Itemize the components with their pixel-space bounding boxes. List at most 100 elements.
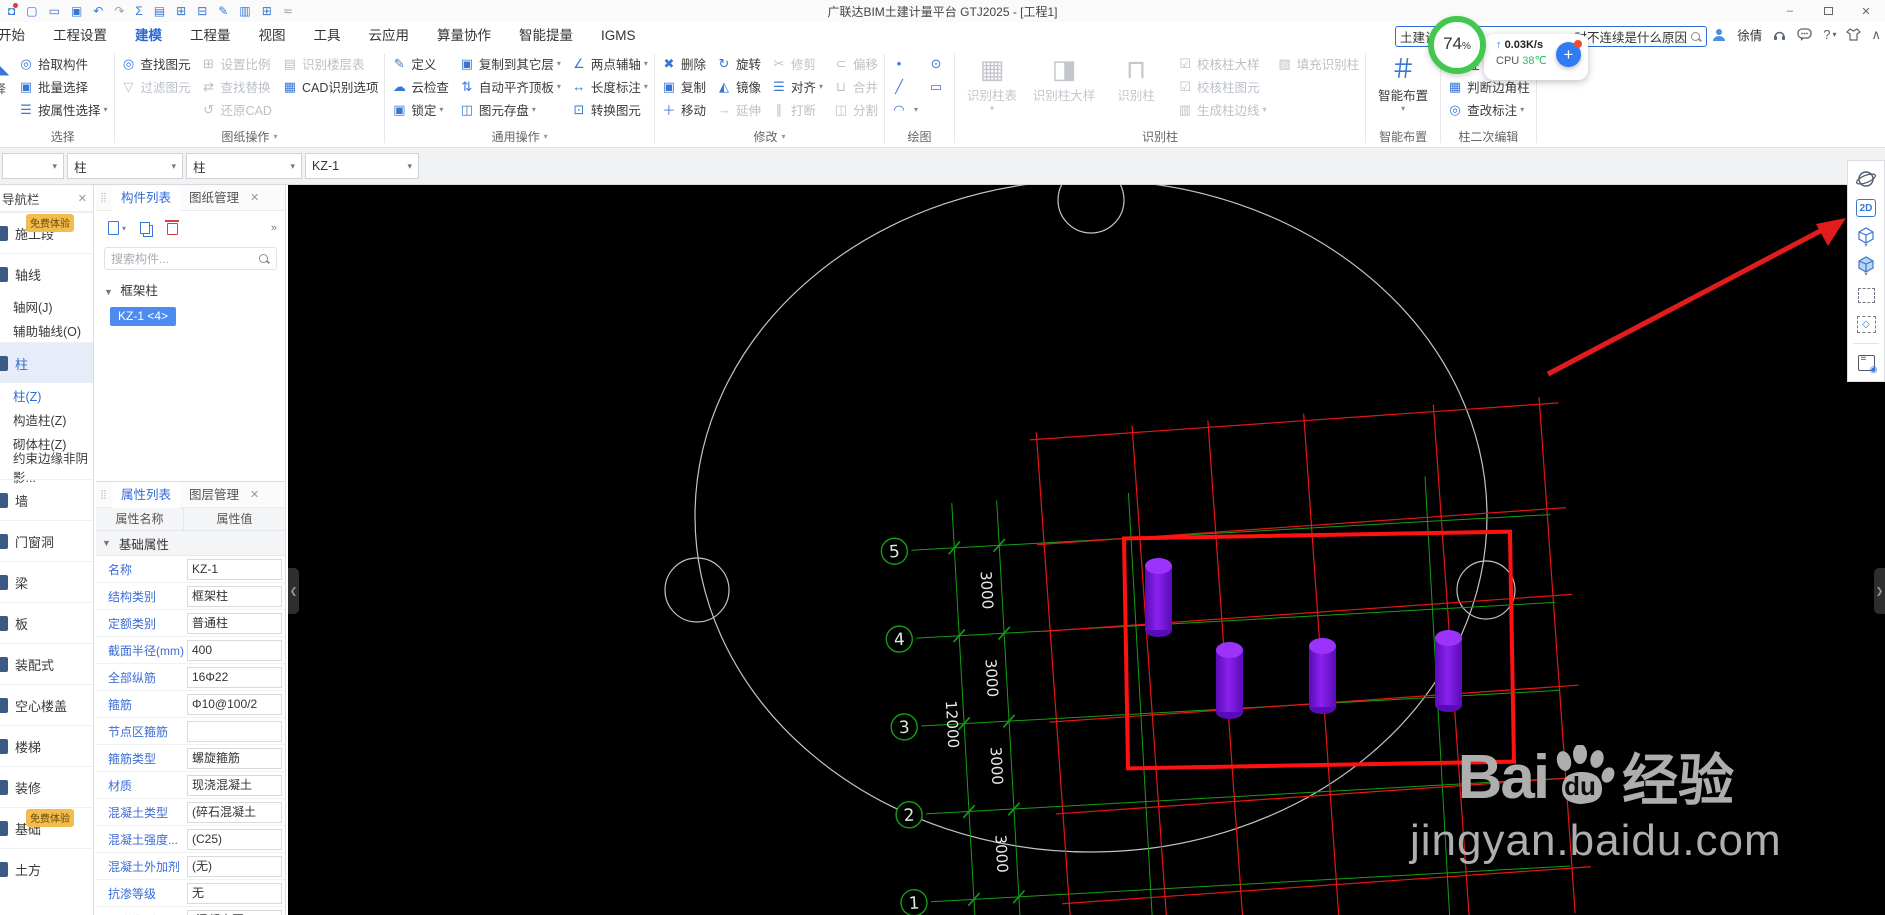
more-button[interactable]: » (270, 222, 277, 234)
nav-item-砌体柱(Z)[interactable]: 砌体柱(Z) (13, 437, 67, 452)
ribbon-button[interactable]: ◭ 镜像 (718, 78, 761, 96)
menu-tab-云应用[interactable]: 云应用 (368, 28, 410, 43)
property-value[interactable]: 普通柱 (187, 612, 282, 634)
ribbon-button[interactable]: ＋移动 (662, 103, 706, 118)
ribbon-button[interactable]: ⇅ 自动平齐顶板 ▾ (461, 78, 561, 96)
menu-tab-工程设置[interactable]: 工程设置 (53, 28, 107, 43)
collapse-right-panel-handle[interactable]: ❯ (1874, 568, 1885, 614)
system-monitor-widget[interactable]: ↑ 0.03K/s CPU 38℃ 74% + (1428, 16, 1588, 88)
property-value[interactable]: 螺旋箍筋 (187, 747, 282, 769)
maximize-button[interactable] (1809, 0, 1847, 22)
ribbon-button[interactable]: ◎ 查改标注 ▾ (1449, 101, 1525, 119)
theme-icon[interactable] (1846, 28, 1862, 41)
tab-property-list[interactable]: 属性列表 (112, 482, 181, 508)
nav-item-梁[interactable]: 梁 (0, 561, 93, 602)
ribbon-button[interactable]: ☑ 校核柱大样 (1179, 55, 1260, 73)
section-box-icon[interactable]: ◇ (1854, 312, 1878, 336)
selector-dropdown-1[interactable]: 柱 ▾ (67, 153, 183, 179)
property-value[interactable]: 现浇混凝土 (187, 774, 282, 796)
drag-handle[interactable]: ⣿ (100, 192, 108, 202)
quick-access-icon[interactable]: Σ (135, 4, 143, 18)
quick-access-icon[interactable]: ↷ (114, 4, 125, 18)
component-item-kz1[interactable]: KZ-1 <4> (110, 307, 177, 326)
ribbon-button[interactable]: ▦ 判断边角柱 (1448, 78, 1530, 96)
chevron-down-icon[interactable]: ▼ (104, 287, 113, 297)
ribbon-button[interactable]: ✖ 删除 (663, 55, 706, 73)
point-tool[interactable]: • (896, 56, 902, 71)
line-tool[interactable]: ╱ (895, 78, 903, 94)
nav-item-装配式[interactable]: 装配式 (0, 643, 93, 684)
nav-item-空心楼盖[interactable]: 空心楼盖 (0, 684, 93, 725)
quick-access-icon[interactable]: ⊞ (176, 4, 187, 18)
tab-layer-management[interactable]: 图层管理 (189, 487, 240, 502)
ribbon-button[interactable]: ⇄ 查找替换 (203, 78, 271, 96)
ribbon-big-button[interactable]: ◨ 识别柱大样 (1032, 54, 1096, 103)
quick-access-icon[interactable]: ⊞ (261, 4, 272, 18)
ribbon-button[interactable]: ⊞ 设置比例 (203, 55, 271, 73)
quick-access-icon[interactable]: ▣ (70, 4, 83, 18)
nav-item-轴线[interactable]: 轴线 (0, 253, 93, 294)
ribbon-button[interactable]: ▽ 过滤图元 (123, 78, 191, 96)
view-2d-icon[interactable]: 2D (1854, 196, 1878, 220)
ribbon-button[interactable]: ∥ 打断 (775, 101, 816, 119)
nav-item-基础[interactable]: 基础 免费体验 (0, 807, 93, 848)
ribbon-button[interactable]: ◎ 查找图元 (122, 55, 191, 73)
ribbon-button[interactable]: ☰ 对齐 ▾ (773, 78, 823, 96)
close-icon[interactable]: ✕ (77, 192, 87, 205)
ribbon-button[interactable]: ◫ 图元存盘 ▾ (460, 101, 536, 119)
nav-item-板[interactable]: 板 (0, 602, 93, 643)
ribbon-button[interactable]: ✂ 修剪 (773, 55, 816, 73)
property-value[interactable]: (混凝土泵) (187, 909, 282, 915)
property-value[interactable]: (碎石混凝土 (187, 801, 282, 823)
ribbon-button[interactable]: ☑ 校核柱图元 (1179, 78, 1260, 96)
nav-item-构造柱(Z)[interactable]: 构造柱(Z) (13, 413, 67, 428)
ribbon-button[interactable]: ☰ 按属性选择 ▾ (20, 101, 108, 119)
memory-percent-ring[interactable]: 74% (1428, 16, 1486, 74)
menu-tab-算量协作[interactable]: 算量协作 (437, 28, 491, 43)
quick-access-icon[interactable]: ▢ (26, 4, 38, 18)
property-value[interactable]: 无 (187, 882, 282, 904)
ribbon-button[interactable]: ☁ 云检查 (392, 78, 449, 96)
component-search-input[interactable]: 搜索构件... (104, 247, 277, 270)
ribbon-button[interactable]: ⊡ 转换图元 (573, 101, 641, 119)
menu-tab-视图[interactable]: 视图 (258, 28, 286, 43)
chat-icon[interactable] (1797, 27, 1813, 42)
menu-tab-建模[interactable]: 建模 (135, 28, 162, 43)
quick-access-icon[interactable]: ◘ (8, 3, 19, 17)
nav-item-土方[interactable]: 土方 (0, 848, 93, 889)
ribbon-button[interactable]: ↺ 还原CAD (203, 101, 272, 119)
quick-access-icon[interactable]: ✎ (218, 4, 229, 18)
nav-item-墙[interactable]: 墙 (0, 479, 93, 520)
avatar[interactable] (1711, 27, 1727, 43)
property-value[interactable]: 16Φ22 (187, 666, 282, 688)
ribbon-button[interactable]: ◎ 拾取构件 (20, 55, 89, 73)
nav-item-轴网(J)[interactable]: 轴网(J) (13, 300, 53, 315)
property-value[interactable]: (C25) (187, 828, 282, 850)
collapse-ribbon-button[interactable]: ∧ (1871, 26, 1881, 42)
ribbon-button[interactable]: ▦ CAD识别选项 (283, 78, 379, 96)
ribbon-button[interactable]: ▤ 识别楼层表 (283, 55, 365, 73)
selector-dropdown-0[interactable]: ▾ (2, 153, 64, 179)
selector-dropdown-3[interactable]: KZ-1 ▾ (305, 153, 419, 179)
ribbon-button[interactable]: ▨ 填充识别柱 (1278, 55, 1360, 73)
headset-icon[interactable] (1772, 28, 1787, 42)
boost-plus-button[interactable]: + (1556, 40, 1582, 67)
menu-tab-工程量[interactable]: 工程量 (190, 28, 231, 43)
quick-access-icon[interactable]: ▤ (153, 4, 166, 18)
quick-access-icon[interactable]: ↶ (93, 4, 104, 18)
close-icon[interactable]: ✕ (250, 192, 260, 204)
property-value[interactable]: 框架柱 (187, 585, 282, 607)
ribbon-button[interactable]: ↻ 旋转 (718, 55, 761, 73)
ribbon-big-button[interactable]: ▦ 识别柱表 ▾ (967, 54, 1018, 113)
nav-item-柱[interactable]: 柱 (0, 342, 93, 383)
selector-dropdown-2[interactable]: 柱 ▾ (186, 153, 302, 179)
ribbon-button[interactable]: ∠ 两点辅轴 ▾ (573, 55, 648, 73)
circle-tool[interactable]: ⊙ (930, 55, 942, 71)
ribbon-big-button[interactable]: ＃智能布置 ▾ (1378, 54, 1429, 113)
nav-item-装修[interactable]: 装修 (0, 766, 93, 807)
minimize-button[interactable]: – (1786, 5, 1794, 17)
nav-item-辅助轴线(O)[interactable]: 辅助轴线(O) (13, 324, 82, 339)
ribbon-button[interactable]: ⊂ 偏移 (835, 55, 879, 73)
ribbon-button[interactable]: ▣ 批量选择 (19, 78, 89, 96)
drag-handle[interactable]: ⣿ (100, 489, 108, 499)
